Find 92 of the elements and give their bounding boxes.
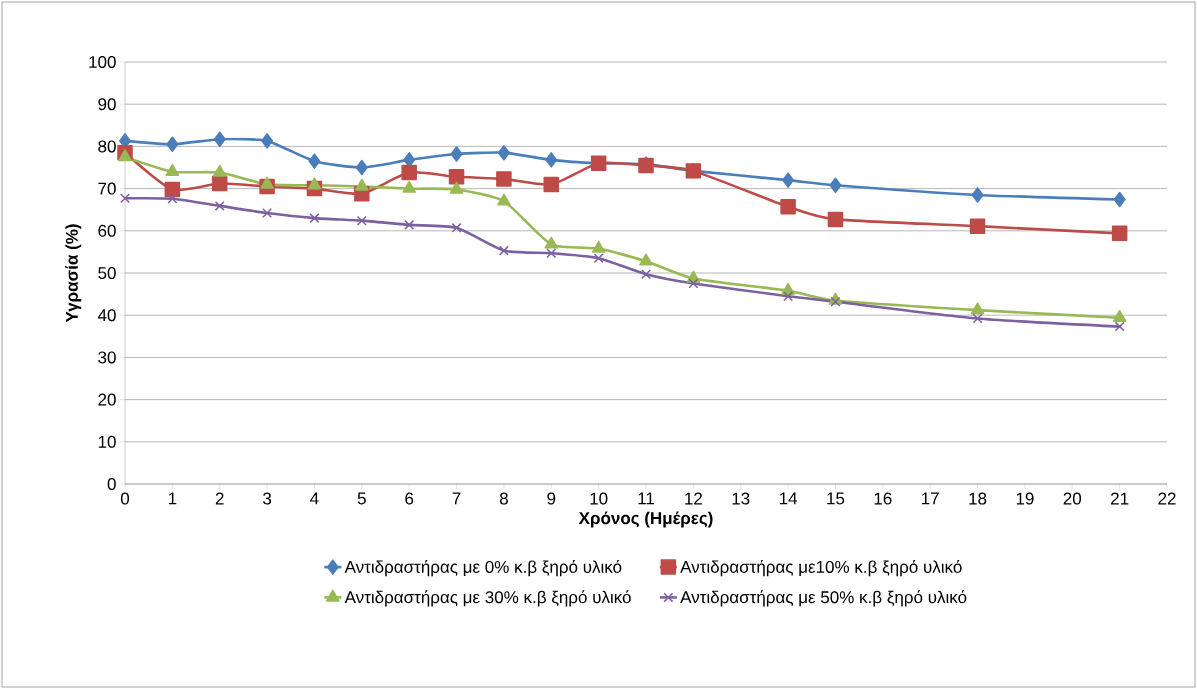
point bbox=[449, 181, 464, 194]
point bbox=[782, 172, 795, 188]
x-tick-label: 6 bbox=[405, 492, 414, 505]
x-tick-label: 7 bbox=[452, 492, 461, 505]
point bbox=[543, 176, 560, 193]
x-tick-label: 11 bbox=[638, 492, 654, 505]
x-tick-label: 0 bbox=[120, 492, 130, 505]
point bbox=[165, 163, 180, 176]
x-tick-label: 2 bbox=[215, 492, 224, 505]
point bbox=[213, 131, 226, 147]
point bbox=[164, 181, 181, 198]
point bbox=[448, 169, 465, 185]
y-tick-label: 0 bbox=[107, 477, 116, 491]
x-tick-label: 15 bbox=[827, 492, 845, 505]
point bbox=[166, 136, 179, 153]
point bbox=[1111, 225, 1128, 242]
point bbox=[1112, 309, 1127, 322]
point bbox=[214, 200, 225, 211]
y-tick-label: 60 bbox=[98, 224, 116, 237]
point bbox=[401, 164, 417, 181]
legend-label: Αντιδραστήρας με 0% κ.β ξηρό υλικό bbox=[344, 559, 622, 577]
x-tick-label: 18 bbox=[969, 492, 987, 505]
point bbox=[641, 269, 651, 280]
x-tick-label: 17 bbox=[922, 492, 939, 505]
point bbox=[402, 180, 416, 193]
point bbox=[593, 253, 604, 264]
point bbox=[451, 222, 462, 233]
x-tick-label: 9 bbox=[547, 492, 556, 505]
x-tick-label: 13 bbox=[732, 492, 750, 505]
point bbox=[355, 159, 368, 176]
point bbox=[260, 176, 274, 189]
x-tick-label: 21 bbox=[1111, 492, 1129, 505]
point bbox=[780, 199, 796, 215]
x-tick-label: 4 bbox=[310, 492, 319, 505]
point bbox=[308, 153, 321, 169]
x-tick-label: 5 bbox=[357, 492, 366, 505]
y-tick-label: 100 bbox=[89, 55, 116, 69]
point bbox=[830, 296, 841, 307]
point bbox=[498, 245, 509, 256]
point bbox=[212, 164, 227, 177]
point bbox=[497, 144, 510, 161]
point bbox=[971, 187, 984, 203]
point bbox=[688, 278, 699, 289]
x-tick-label: 10 bbox=[590, 492, 608, 505]
point bbox=[829, 177, 842, 193]
point bbox=[450, 146, 463, 162]
point bbox=[972, 313, 983, 324]
point bbox=[497, 193, 511, 206]
point bbox=[118, 149, 132, 162]
x-tick-label: 19 bbox=[1016, 492, 1034, 505]
x-tick-label: 16 bbox=[874, 492, 892, 505]
point bbox=[120, 193, 130, 204]
x-tick-label: 20 bbox=[1063, 492, 1082, 505]
x-tick-label: 3 bbox=[263, 492, 272, 505]
legend-label: Αντιδραστήρας με10% κ.β ξηρό υλικό bbox=[680, 559, 962, 577]
y-axis-title: Υγρασία (%) bbox=[65, 224, 82, 323]
x-tick-label: 14 bbox=[779, 492, 798, 505]
y-tick-label: 10 bbox=[98, 435, 116, 448]
y-tick-label: 30 bbox=[98, 351, 116, 364]
point bbox=[356, 215, 367, 226]
point bbox=[545, 152, 558, 168]
point bbox=[496, 171, 512, 187]
legend-label: Αντιδραστήρας με 30% κ.β ξηρό υλικό bbox=[344, 590, 631, 607]
point bbox=[591, 240, 606, 253]
y-tick-label: 50 bbox=[98, 266, 116, 280]
point bbox=[969, 218, 986, 234]
point bbox=[404, 219, 415, 230]
point bbox=[544, 236, 559, 249]
x-tick-label: 22 bbox=[1158, 492, 1176, 505]
x-tick-label: 1 bbox=[168, 492, 177, 505]
point bbox=[167, 193, 178, 204]
point bbox=[262, 208, 273, 219]
x-tick-label: 8 bbox=[499, 492, 508, 505]
y-tick-label: 90 bbox=[98, 98, 116, 111]
point bbox=[307, 177, 322, 190]
point bbox=[1113, 191, 1126, 208]
y-tick-label: 40 bbox=[97, 309, 116, 322]
point bbox=[827, 211, 844, 228]
point bbox=[309, 213, 320, 224]
point bbox=[783, 291, 794, 302]
point bbox=[639, 253, 653, 266]
point bbox=[546, 248, 557, 259]
point bbox=[1114, 321, 1125, 332]
y-tick-label: 70 bbox=[98, 182, 116, 195]
point bbox=[355, 178, 369, 191]
y-tick-label: 80 bbox=[98, 140, 116, 153]
legend-label: Αντιδραστήρας με 50% κ.β ξηρό υλικό bbox=[680, 590, 967, 607]
point bbox=[970, 302, 985, 315]
x-tick-label: 12 bbox=[685, 492, 702, 505]
y-tick-label: 20 bbox=[98, 393, 116, 406]
point bbox=[261, 133, 274, 149]
x-axis-title: Χρόνος (Ημέρες) bbox=[578, 511, 713, 528]
